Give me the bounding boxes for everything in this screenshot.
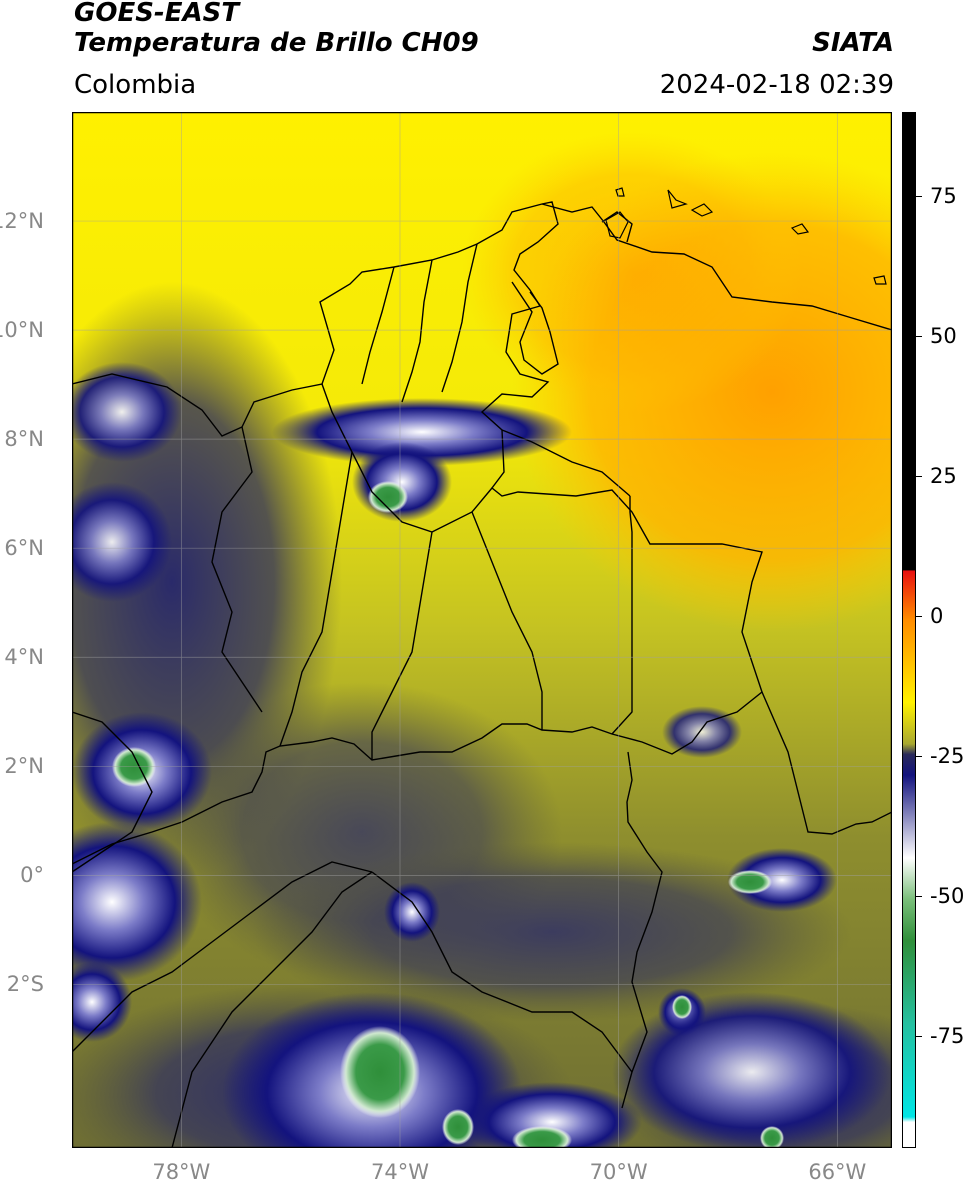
- colorbar-tick: [916, 476, 922, 477]
- colorbar-tick: [916, 336, 922, 337]
- colorbar-tick-label: 75: [930, 184, 957, 208]
- lat-tick-label: 10°N: [0, 318, 44, 343]
- lat-tick-label: 2°N: [4, 754, 44, 779]
- colorbar-tick-label: 25: [930, 464, 957, 488]
- lat-tick-label: 8°N: [4, 427, 44, 452]
- colorbar-tick-label: -75: [930, 1024, 965, 1048]
- colorbar-tick-label: -25: [930, 744, 965, 768]
- title-line1: GOES-EAST: [74, 0, 240, 28]
- lat-tick-label: 12°N: [0, 209, 44, 234]
- lat-tick-label: 2°S: [6, 972, 44, 997]
- lat-tick-label: 6°N: [4, 536, 44, 561]
- region-label: Colombia: [74, 70, 197, 100]
- organization-label: SIATA: [812, 28, 894, 58]
- colorbar-tick-label: 50: [930, 324, 957, 348]
- colorbar-tick-label: 0: [930, 604, 944, 628]
- brightness-temperature-map: [72, 112, 892, 1148]
- title-line2: Temperatura de Brillo CH09: [74, 28, 479, 58]
- colorbar-tick: [916, 896, 922, 897]
- timestamp: 2024-02-18 02:39: [659, 70, 894, 100]
- lon-tick-label: 66°W: [808, 1160, 867, 1184]
- lat-tick-label: 0°: [20, 863, 44, 888]
- colorbar-tick-label: -50: [930, 884, 965, 908]
- lat-tick-label: 4°N: [4, 645, 44, 670]
- lon-tick-label: 74°W: [371, 1160, 429, 1184]
- colorbar-tick: [916, 1036, 922, 1037]
- colorbar-tick: [916, 196, 922, 197]
- colorbar-tick: [916, 616, 922, 617]
- lon-tick-label: 70°W: [589, 1160, 648, 1184]
- colorbar-tick: [916, 756, 922, 757]
- lon-tick-label: 78°W: [152, 1160, 211, 1184]
- colorbar: [902, 112, 916, 1148]
